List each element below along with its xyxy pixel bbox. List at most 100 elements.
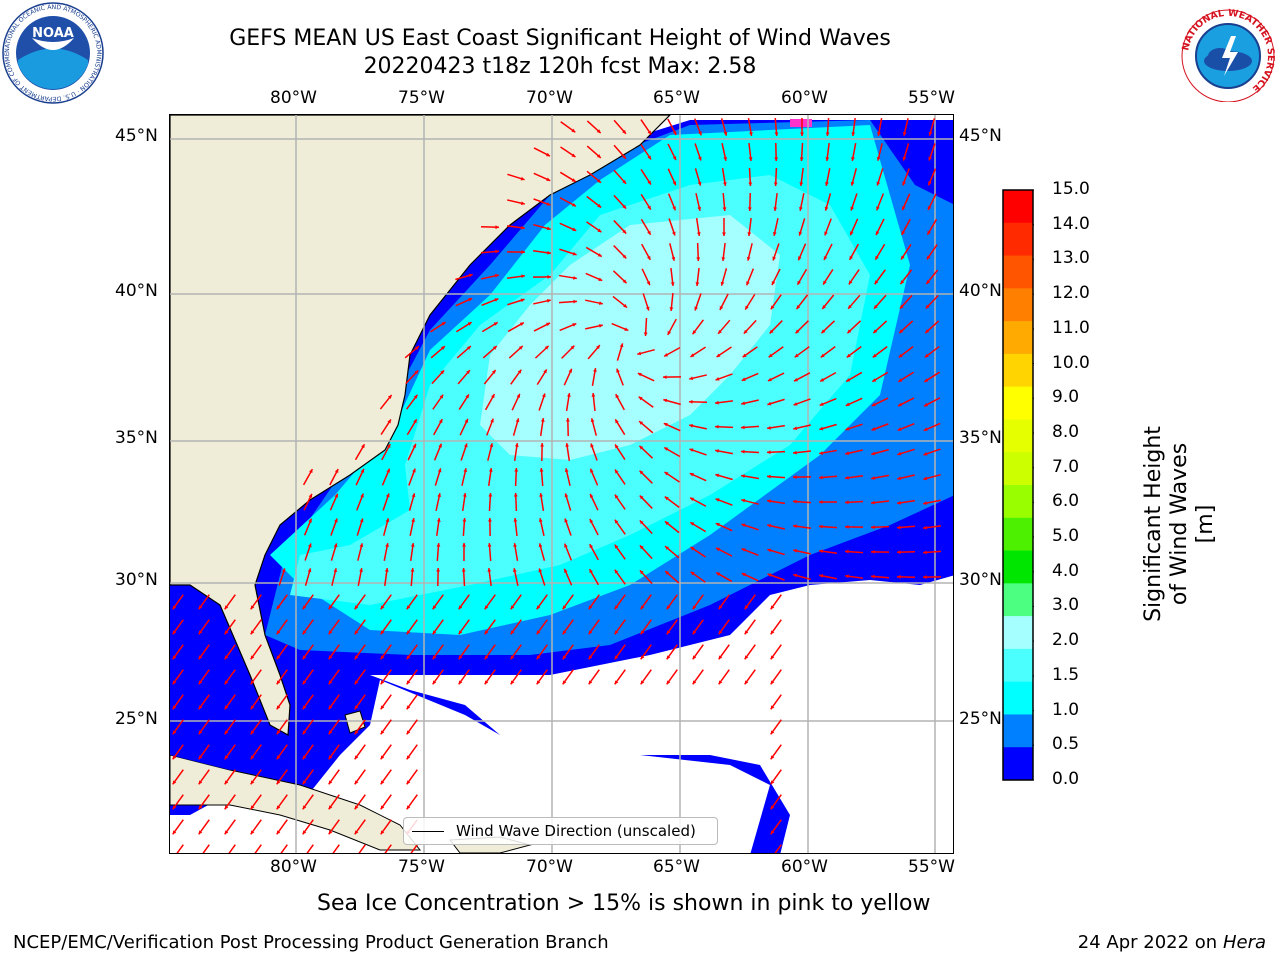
- wave-arrow-head: [923, 451, 928, 456]
- wave-arrow-head: [414, 346, 419, 350]
- wave-arrow-head: [302, 780, 307, 785]
- footer-credit: NCEP/EMC/Verification Post Processing Pr…: [13, 932, 609, 953]
- wave-arrow-head: [487, 518, 492, 522]
- wave-arrow-head: [690, 522, 695, 526]
- wave-arrow-head: [487, 543, 492, 547]
- wave-arrow-head: [723, 156, 728, 161]
- wave-arrow-head: [902, 131, 907, 136]
- wave-arrow-head: [637, 372, 642, 377]
- wave-arrow-head: [744, 630, 749, 635]
- wave-arrow-head: [250, 605, 255, 610]
- wave-arrow-head: [546, 152, 551, 157]
- wave-arrow-head: [793, 548, 798, 553]
- wave-arrow-head: [767, 450, 771, 455]
- wave-arrow-head: [622, 129, 626, 134]
- colorbar-title: Significant Height of Wind Waves [m]: [1141, 426, 1218, 622]
- wave-arrow-head: [543, 369, 547, 374]
- wave-arrow: [228, 844, 236, 853]
- wave-arrow-head: [793, 524, 797, 529]
- wave-arrow-head: [547, 250, 551, 255]
- wave-arrow-head: [924, 402, 929, 407]
- wave-arrow-head: [666, 630, 671, 635]
- wave-arrow-head: [689, 448, 694, 453]
- wave-arrow-head: [846, 353, 851, 358]
- wave-arrow-head: [718, 655, 723, 660]
- wave-arrow-head: [639, 570, 644, 575]
- wave-arrow-head: [689, 399, 693, 404]
- wave-arrow-head: [767, 548, 772, 553]
- wave-arrow-head: [697, 156, 702, 161]
- wave-arrow-head: [718, 630, 723, 635]
- wave-arrow-head: [281, 568, 286, 573]
- wave-arrow-head: [927, 206, 932, 211]
- wave-arrow-head: [307, 543, 312, 548]
- wave-arrow-head: [825, 132, 830, 136]
- wave-arrow-head: [328, 605, 333, 610]
- wave-arrow-head: [901, 230, 906, 235]
- wave-arrow-head: [876, 181, 881, 186]
- wave-arrow-head: [588, 655, 593, 660]
- footer-machine: Hera: [1222, 932, 1266, 953]
- wave-arrow-head: [333, 543, 338, 548]
- wave-arrow-head: [614, 519, 619, 524]
- wave-arrow-head: [406, 655, 411, 660]
- lat-label-right-45n: 45°N: [959, 126, 1002, 146]
- wave-arrow-head: [696, 232, 701, 236]
- wave-arrow-head: [250, 630, 255, 635]
- wave-arrow-head: [899, 329, 904, 334]
- wave-arrow-head: [361, 444, 365, 449]
- wave-arrow-head: [716, 353, 721, 358]
- wave-arrow-head: [871, 549, 875, 554]
- wave-arrow-head: [590, 468, 594, 473]
- wave-arrow-head: [669, 307, 674, 311]
- wave-arrow-head: [386, 444, 391, 449]
- wave-arrow-head: [925, 329, 930, 334]
- wave-arrow-head: [770, 830, 775, 835]
- colorbar-tick-label: 1.5: [1052, 664, 1080, 685]
- colorbar-tick-label: 5.0: [1052, 526, 1080, 547]
- wave-arrow-head: [824, 231, 828, 236]
- wave-arrow-head: [897, 550, 901, 555]
- wave-arrow-head: [494, 298, 499, 302]
- wave-arrow-head: [224, 780, 229, 785]
- wave-arrow-head: [536, 630, 541, 635]
- wave-arrow-head: [794, 377, 799, 382]
- wave-arrow-head: [849, 255, 854, 260]
- wave-arrow: [384, 844, 392, 853]
- wave-arrow-head: [308, 493, 313, 498]
- wave-arrow-head: [440, 370, 445, 375]
- wave-arrow-head: [715, 377, 720, 381]
- wave-arrow-head: [250, 830, 255, 835]
- wave-arrow-head: [666, 680, 671, 685]
- wave-arrow-head: [224, 605, 229, 610]
- colorbar-segment: [1003, 321, 1033, 355]
- wave-arrow-head: [250, 655, 255, 660]
- wave-arrow-head: [276, 680, 281, 685]
- wave-arrow-head: [722, 182, 727, 186]
- wave-arrow-head: [715, 473, 720, 478]
- wave-arrow-head: [510, 605, 515, 610]
- wave-arrow-head: [172, 755, 177, 760]
- wave-arrow-head: [819, 500, 823, 504]
- wave-arrow-head: [540, 443, 545, 447]
- wave-arrow-head: [845, 475, 849, 480]
- wave-arrow-head: [514, 443, 519, 447]
- wave-arrow-head: [926, 255, 931, 260]
- wave-arrow-head: [715, 522, 720, 527]
- wave-arrow-head: [406, 730, 411, 735]
- wave-arrow-head: [495, 225, 499, 230]
- lon-label-bottom-65w: 65°W: [653, 857, 700, 877]
- wave-arrow-head: [172, 705, 177, 710]
- wave-arrow-head: [198, 655, 203, 660]
- wave-arrow-head: [493, 322, 498, 326]
- lon-label-top-60w: 60°W: [781, 88, 828, 108]
- wave-arrow-head: [276, 605, 281, 610]
- lat-label-left-25n: 25°N: [115, 709, 158, 729]
- wave-arrow-head: [770, 780, 775, 785]
- wave-arrow-head: [385, 543, 389, 547]
- wave-arrow-head: [819, 549, 823, 554]
- wave-arrow-head: [354, 805, 359, 810]
- wave-arrow-head: [692, 680, 697, 685]
- wave-arrow-head: [770, 305, 775, 310]
- wave-arrow-head: [819, 475, 823, 480]
